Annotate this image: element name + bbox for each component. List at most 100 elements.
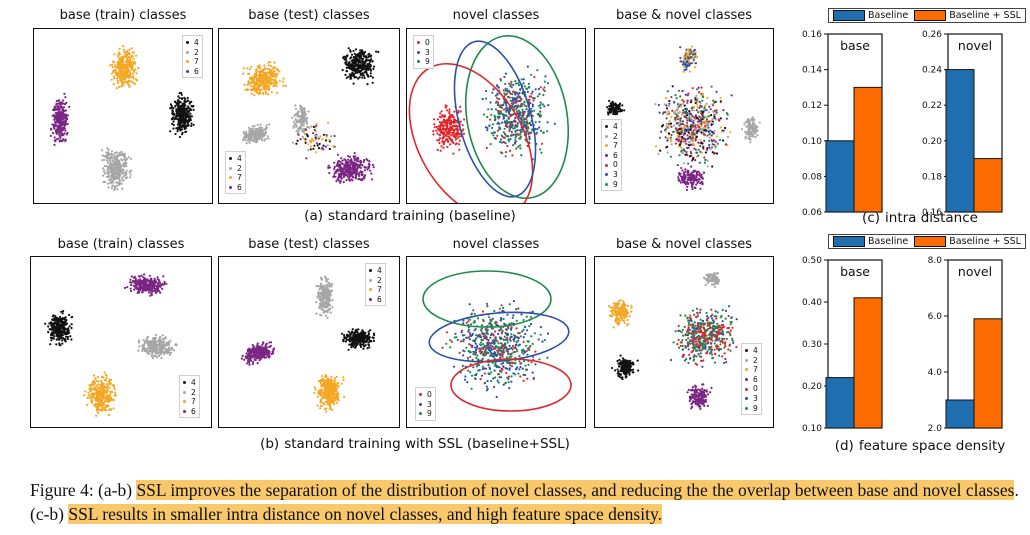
legend-label: 4 (753, 346, 758, 355)
legend-entry: 2 (183, 388, 196, 398)
legend-entry: 0 (417, 38, 430, 48)
subcaption-d-text: feature space density (858, 438, 1006, 454)
point-cloud (101, 147, 133, 191)
bar-chart-c-novel: 0.16 0.18 0.20 0.22 0.24 0.26 novel (922, 30, 1003, 218)
legend-label: 0 (613, 160, 618, 170)
caption-highlight-1: SSL improves the separation of the distr… (136, 480, 1015, 500)
point-cloud (109, 45, 140, 90)
point-cloud (242, 123, 271, 145)
subcaption-b-text: standard training with SSL (baseline+SSL… (284, 436, 570, 452)
y-tick-label: 4.0 (928, 368, 943, 378)
legend-entry: 2 (186, 48, 199, 58)
point-cloud (432, 104, 466, 155)
scatter-a1 (49, 45, 195, 191)
bar-legend-d: Baseline Baseline + SSL (828, 234, 1026, 249)
legend-marker (417, 41, 420, 45)
legend-marker (419, 412, 422, 416)
legend-entry: 2 (605, 132, 618, 142)
legend-entry: 4 (186, 38, 199, 48)
legend-marker (605, 134, 608, 138)
legend-entry: 7 (229, 173, 242, 183)
legend-label: 2 (194, 47, 199, 57)
y-tick-label: 0.20 (922, 137, 942, 147)
y-tick-label: 8.0 (928, 256, 943, 266)
legend-label: 6 (753, 374, 758, 384)
bar-chart-title: novel (958, 264, 992, 279)
legend-label: 7 (194, 57, 199, 67)
ssl-legend-label: Baseline + SSL (949, 10, 1021, 21)
legend-label: 4 (194, 38, 199, 47)
point-cloud (740, 116, 761, 144)
legend-entry: 6 (605, 151, 618, 161)
legend-marker (229, 157, 232, 161)
legend-marker (605, 144, 608, 148)
caption-mid: . (c-b) (30, 480, 1019, 524)
scatter-a2 (242, 47, 380, 184)
legend-label: 9 (753, 403, 758, 413)
legend-label: 0 (425, 38, 430, 47)
caption-highlight-2: SSL results in smaller intra distance on… (68, 504, 662, 524)
panel-title-a3: novel classes (452, 8, 540, 23)
point-cloud (82, 371, 117, 417)
legend-entry: 7 (369, 285, 382, 295)
legend-entry: 3 (745, 394, 758, 404)
point-cloud (291, 104, 310, 138)
point-cloud (49, 92, 71, 146)
legend-marker (229, 176, 232, 180)
legend-entry: 7 (183, 397, 196, 407)
panel-title-b4: base & novel classes (615, 237, 753, 252)
subcaption-c: (c) intra distance (830, 210, 1010, 226)
legend-entry: 6 (183, 407, 196, 417)
cluster-ellipse (453, 40, 537, 198)
panel-title-a4: base & novel classes (615, 8, 753, 23)
cluster-ellipse (464, 34, 570, 200)
legend-marker (745, 378, 748, 382)
legend-label: 7 (191, 397, 196, 407)
subcaption-b-tag: (b) (260, 436, 280, 452)
point-cloud (341, 47, 380, 86)
legend-label: 6 (377, 294, 382, 304)
legend-entry: 9 (419, 409, 432, 419)
legend-marker (229, 186, 232, 190)
point-cloud (240, 341, 276, 366)
legend-marker (417, 50, 420, 54)
scatter-a3 (408, 34, 570, 203)
legend-marker (605, 173, 608, 177)
subcaption-d: (d) feature space density (820, 438, 1020, 454)
legend-label: 6 (191, 406, 196, 416)
ssl-swatch (914, 236, 947, 247)
legend-entry: 7 (605, 141, 618, 151)
y-tick-label: 0.12 (802, 101, 822, 111)
point-cloud (611, 354, 640, 381)
y-tick-label: 6.0 (928, 312, 943, 322)
bar-chart-title: base (840, 38, 870, 53)
scatter-b2 (240, 275, 376, 413)
legend-marker (745, 406, 748, 410)
legend-label: 6 (613, 150, 618, 160)
bar-ssl (853, 86, 883, 213)
legend-entry: 6 (745, 375, 758, 385)
legend-marker (183, 400, 186, 404)
bar-ssl (973, 318, 1003, 429)
legend-label: 2 (237, 163, 242, 173)
point-cloud (123, 273, 168, 297)
point-cloud (242, 61, 287, 97)
bar-chart-d-base: 0.10 0.20 0.30 0.40 0.50 base (802, 256, 883, 434)
baseline-legend-label: Baseline (868, 10, 909, 21)
legend-marker (745, 358, 748, 362)
point-cloud (340, 328, 376, 351)
legend-marker (605, 182, 608, 186)
legend-label: 3 (427, 399, 432, 409)
legend-label: 4 (377, 266, 382, 275)
y-tick-label: 0.24 (922, 66, 942, 76)
point-cloud (670, 305, 738, 368)
ssl-legend-label: Baseline + SSL (949, 236, 1021, 247)
bar-baseline (825, 140, 855, 213)
